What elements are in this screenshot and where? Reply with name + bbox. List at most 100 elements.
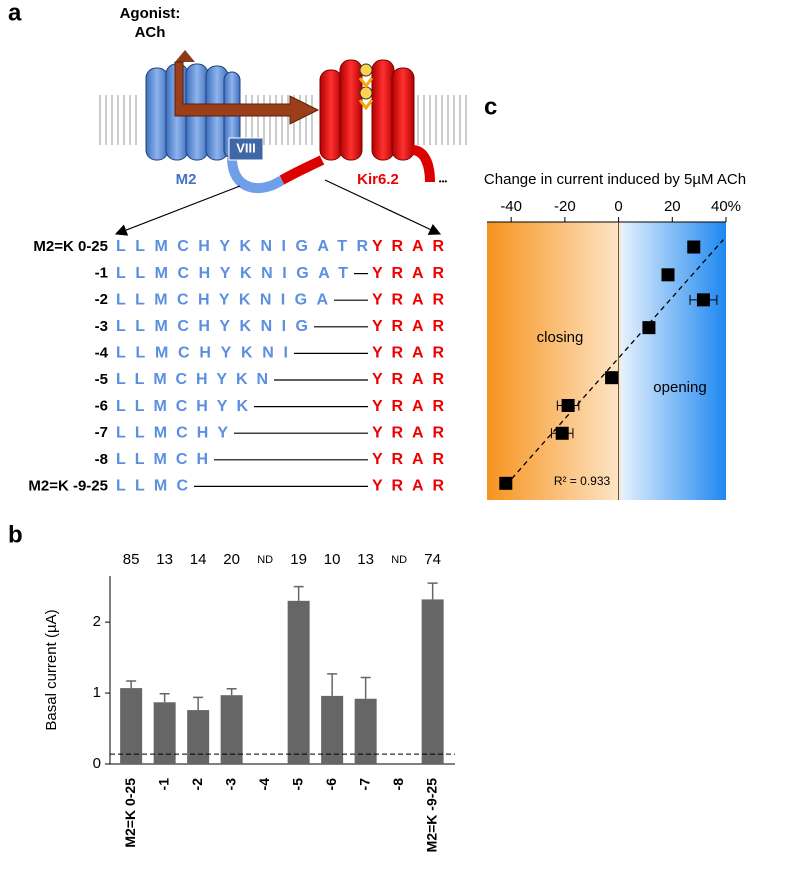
- error-bar: [327, 673, 338, 696]
- panel-label: c: [484, 93, 497, 120]
- n-label: 85: [123, 551, 140, 568]
- error-bar: [360, 676, 371, 699]
- error-bar: [126, 680, 137, 689]
- y-tick-label: 1: [93, 684, 101, 701]
- point: [555, 426, 569, 440]
- n-label: 10: [324, 551, 341, 568]
- n-label: 74: [424, 551, 441, 568]
- m2-sequence: LLMCHYKNI: [116, 345, 288, 362]
- annotation: R² = 0.933: [554, 474, 611, 488]
- x-tick-label: 20: [664, 198, 681, 215]
- arrow: [324, 179, 442, 235]
- point: [661, 268, 675, 282]
- x-tick-label: -5: [289, 778, 305, 791]
- m2-sequence: LLMCHYKNIGATR: [116, 238, 368, 255]
- x-tick-label: M2=K -9-25: [423, 778, 439, 853]
- kir-sequence: YRAR: [372, 238, 444, 255]
- n-label: ND: [257, 554, 273, 566]
- x-tick-label: -20: [554, 198, 576, 215]
- kir-sequence: YRAR: [372, 371, 444, 388]
- construct-label: -1: [95, 265, 108, 282]
- m2-sequence: LLMCHYKNIGA: [116, 291, 328, 308]
- linker-label: VIII: [236, 140, 256, 155]
- bar: [287, 600, 310, 764]
- m2-sequence: LLMCHYKNIGAT: [116, 265, 348, 282]
- n-label: 20: [223, 551, 240, 568]
- error-bar: [427, 582, 438, 600]
- x-tick-label: -7: [356, 778, 372, 791]
- y-tick-label: 0: [93, 755, 101, 772]
- x-tick-label: -40: [500, 198, 522, 215]
- construct-label: -4: [95, 344, 109, 361]
- bar: [220, 695, 243, 764]
- construct-label: -6: [95, 398, 108, 415]
- panel-label: b: [8, 521, 23, 548]
- kir-sequence: YRAR: [372, 398, 444, 415]
- kir-sequence: YRAR: [372, 451, 444, 468]
- arrow: [114, 185, 241, 236]
- kir-sequence: YRAR: [372, 345, 444, 362]
- point: [642, 321, 656, 335]
- construct-label: M2=K 0-25: [33, 238, 108, 255]
- x-tick-label: -8: [390, 778, 406, 791]
- kir-sequence: YRAR: [372, 318, 444, 335]
- error-bar: [159, 693, 170, 703]
- n-label: 19: [290, 551, 307, 568]
- ellipsis: •••: [439, 177, 448, 186]
- kir-sequence: YRAR: [372, 265, 444, 282]
- construct-label: -7: [95, 424, 108, 441]
- annotation: opening: [653, 379, 706, 396]
- n-label: 13: [156, 551, 173, 568]
- kir-channel: [279, 59, 435, 185]
- closing-region: [487, 222, 621, 500]
- point: [687, 240, 701, 254]
- bar: [354, 698, 377, 764]
- x-tick-label: -3: [222, 778, 238, 791]
- error-bar: [226, 688, 237, 696]
- x-tick-label: -4: [256, 778, 272, 791]
- chart-title: Change in current induced by 5µM ACh: [484, 171, 746, 188]
- x-tick-label: -2: [189, 778, 205, 791]
- bar: [120, 688, 143, 764]
- bar: [421, 599, 444, 764]
- x-tick-label: M2=K 0-25: [122, 778, 138, 848]
- construct-label: -2: [95, 291, 108, 308]
- point: [605, 371, 619, 385]
- x-tick-label: 0: [614, 198, 622, 215]
- bar: [153, 702, 176, 764]
- construct-label: -8: [95, 451, 108, 468]
- y-axis-label: Basal current (µA): [43, 609, 60, 730]
- error-bar: [293, 585, 304, 601]
- n-label: ND: [391, 554, 407, 566]
- construct-label: -5: [95, 371, 108, 388]
- annotation: closing: [537, 329, 584, 346]
- n-label: 13: [357, 551, 374, 568]
- m2-sequence: LLMCHY: [116, 424, 228, 441]
- receptor-label: M2: [176, 171, 197, 188]
- m2-sequence: LLMCHYKNIG: [116, 318, 308, 335]
- m2-sequence: LLMCHYK: [116, 398, 248, 415]
- m2-sequence: LLMC: [116, 478, 188, 495]
- point: [561, 398, 575, 412]
- kir-sequence: YRAR: [372, 424, 444, 441]
- error-bar: [193, 696, 204, 711]
- point: [499, 476, 513, 490]
- kir-sequence: YRAR: [372, 478, 444, 495]
- y-tick-label: 2: [93, 613, 101, 630]
- point: [696, 293, 710, 307]
- n-label: 14: [190, 551, 207, 568]
- kir-sequence: YRAR: [372, 291, 444, 308]
- construct-label: -3: [95, 318, 108, 335]
- trend-line: [505, 239, 724, 486]
- x-tick-label: 40%: [711, 198, 741, 215]
- m2-sequence: LLMCH: [116, 451, 208, 468]
- bar: [187, 710, 210, 764]
- x-tick-label: -1: [155, 778, 171, 791]
- m2-receptor: [145, 63, 285, 193]
- opening-region: [621, 222, 726, 500]
- channel-label: Kir6.2: [357, 171, 399, 188]
- agonist-label: Agonist:: [120, 5, 181, 22]
- x-tick-label: -6: [323, 778, 339, 791]
- m2-sequence: LLMCHYKN: [116, 371, 268, 388]
